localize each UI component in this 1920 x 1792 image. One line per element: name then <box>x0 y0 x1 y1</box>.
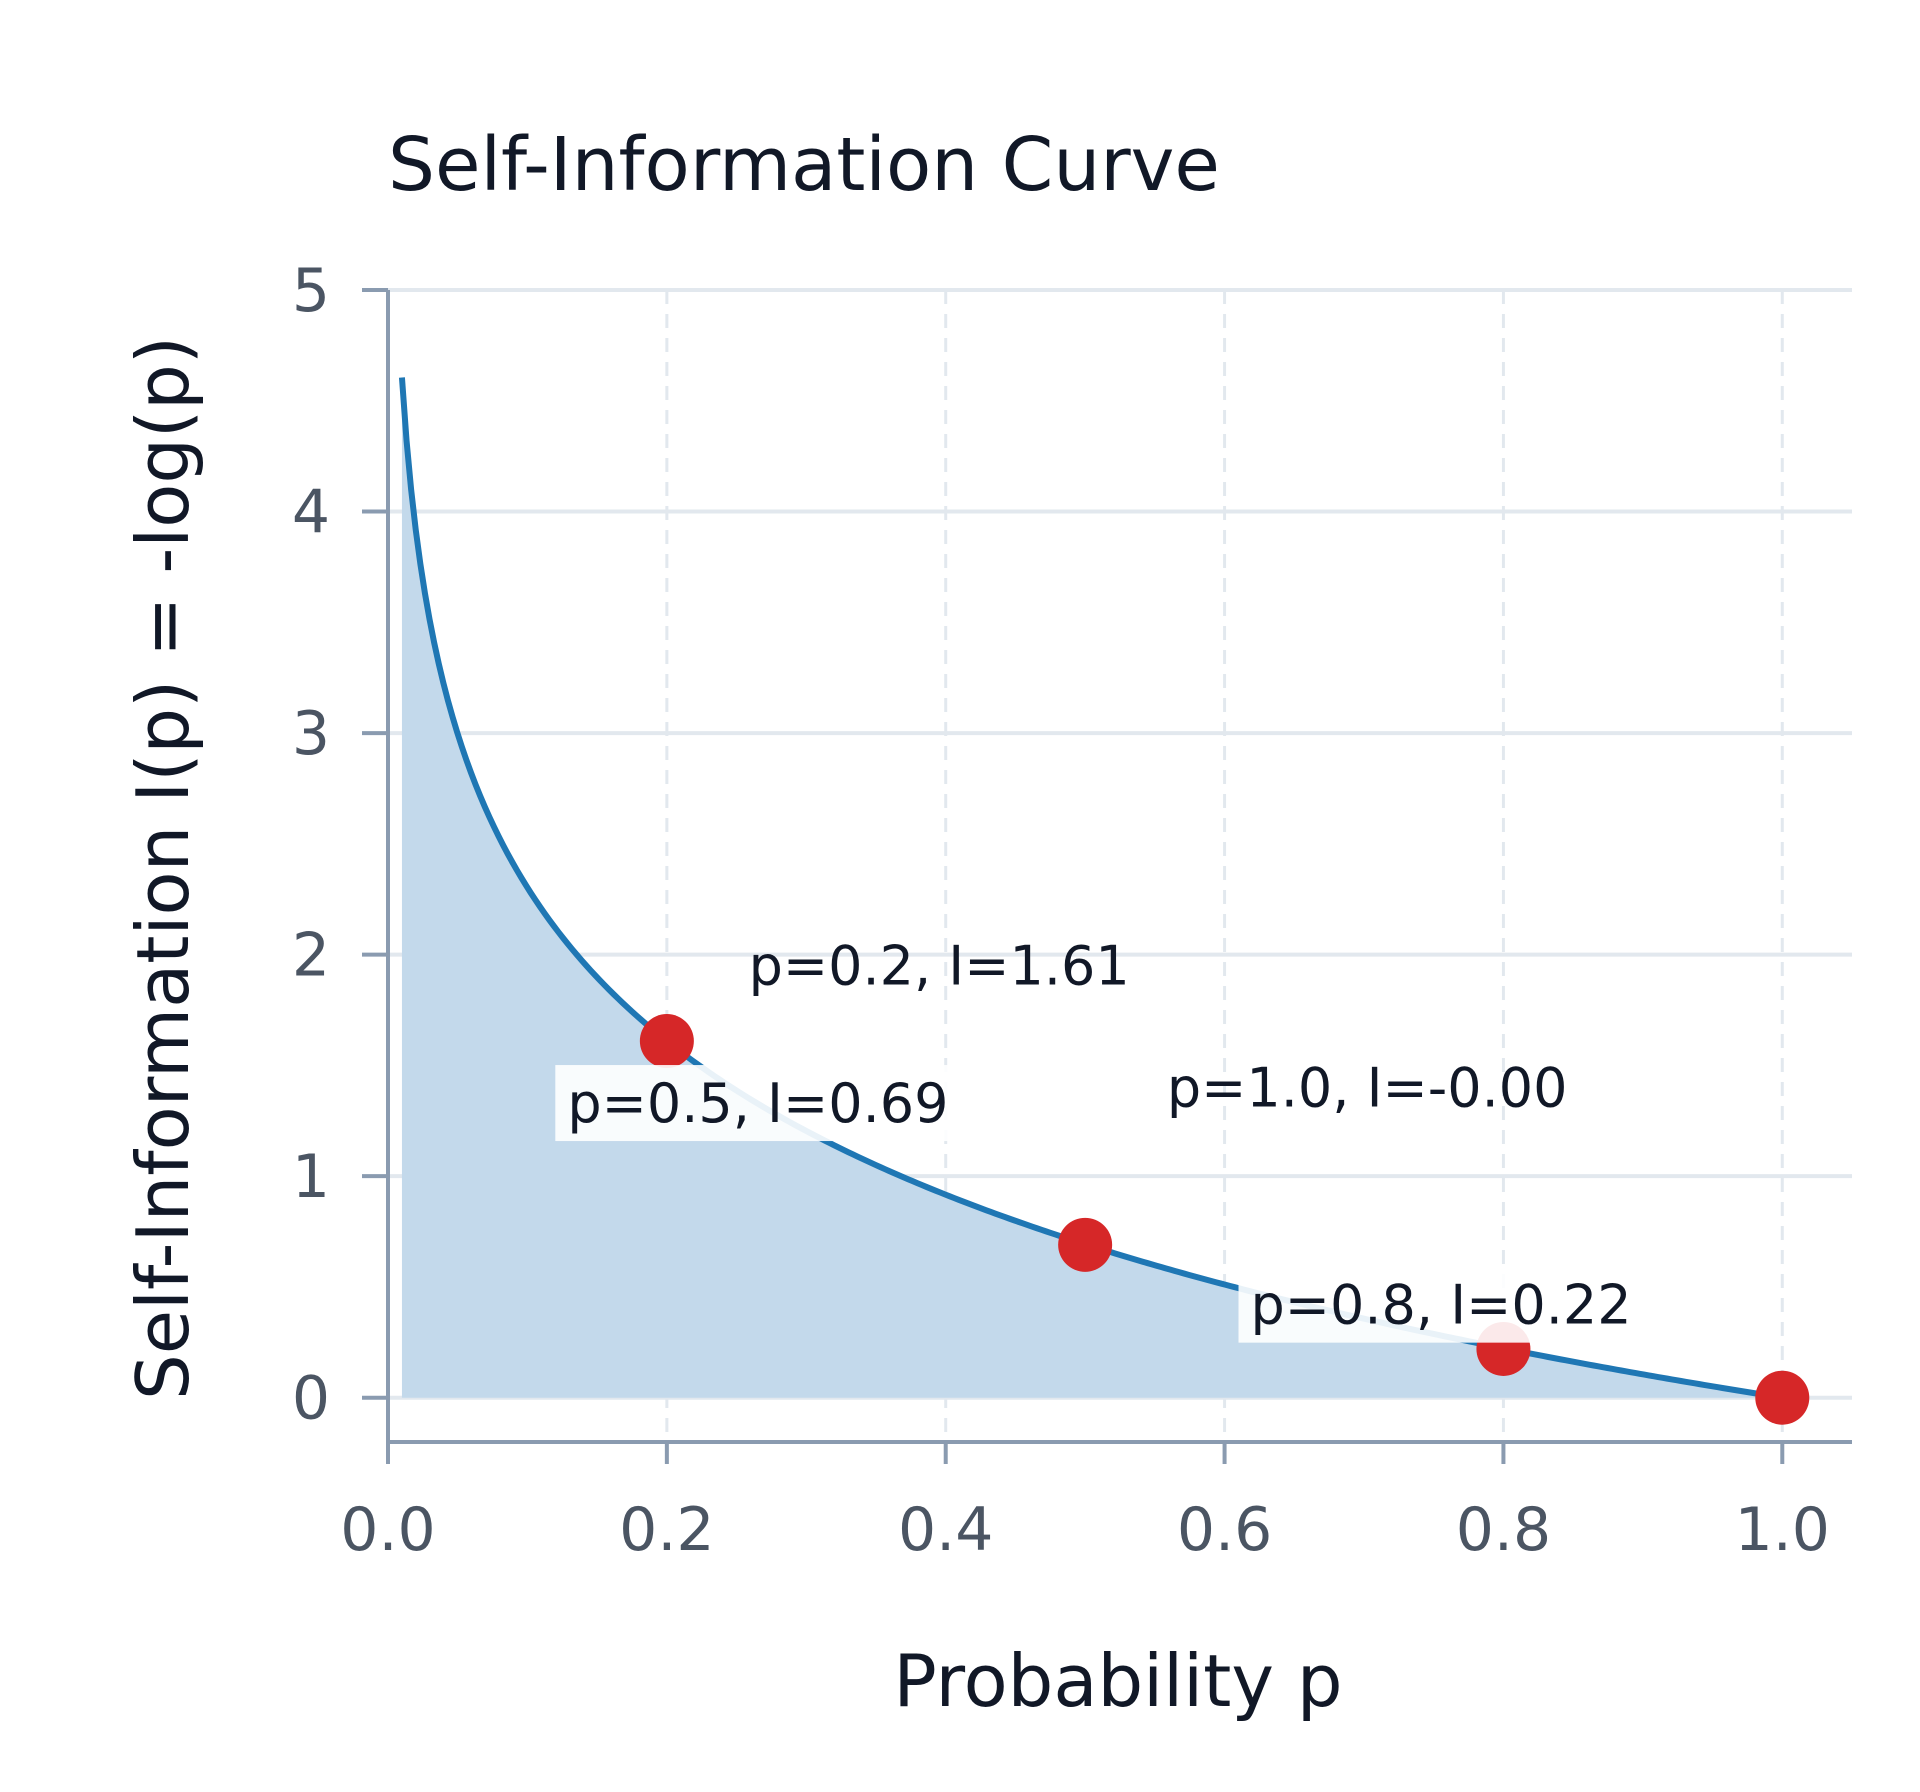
y-tick-label: 5 <box>292 256 330 326</box>
y-axis-label: Self-Information I(p) = -log(p) <box>121 336 205 1400</box>
annotation-text: p=1.0, I=-0.00 <box>1167 1057 1568 1120</box>
x-tick-label: 0.8 <box>1456 1495 1551 1565</box>
data-point <box>1755 1370 1810 1425</box>
x-tick-label: 0.6 <box>1177 1495 1272 1565</box>
area-under-curve <box>401 377 1783 1398</box>
y-tick-label: 0 <box>292 1364 330 1434</box>
annotation-box <box>555 1065 961 1142</box>
data-point <box>639 1014 694 1069</box>
x-tick-label: 0.2 <box>619 1495 714 1565</box>
annotation: p=0.2, I=1.61 <box>749 935 1130 998</box>
point-annotations: p=0.2, I=1.61 p=0.5, I=0.69 p=0.8, I=0.22 p… <box>555 935 1644 1343</box>
data-point <box>1058 1217 1113 1272</box>
x-tick-label: 0.0 <box>340 1495 435 1565</box>
x-axis-label: Probability p <box>893 1639 1342 1723</box>
annotation-text: p=0.8, I=0.22 <box>1251 1274 1632 1337</box>
y-tick-label: 1 <box>292 1142 330 1212</box>
annotation: p=1.0, I=-0.00 <box>1167 1057 1568 1120</box>
annotation: p=0.5, I=0.69 <box>555 1065 961 1142</box>
area-fill <box>401 377 1783 1398</box>
annotation-text: p=0.5, I=0.69 <box>567 1072 948 1135</box>
annotation-text: p=0.2, I=1.61 <box>749 935 1130 998</box>
annotation: p=0.8, I=0.22 <box>1238 1266 1644 1343</box>
axes <box>362 288 1852 1464</box>
chart-title: Self-Information Curve <box>388 122 1220 208</box>
x-tick-label: 1.0 <box>1735 1495 1830 1565</box>
y-tick-label: 4 <box>292 478 330 548</box>
y-tick-label: 2 <box>292 921 330 991</box>
y-tick-label: 3 <box>292 699 330 769</box>
annotation-box <box>1238 1266 1644 1343</box>
x-tick-label: 0.4 <box>898 1495 993 1565</box>
tick-labels: 0.0 0.2 0.4 0.6 0.8 1.0 0 1 2 3 4 5 <box>292 256 1830 1565</box>
